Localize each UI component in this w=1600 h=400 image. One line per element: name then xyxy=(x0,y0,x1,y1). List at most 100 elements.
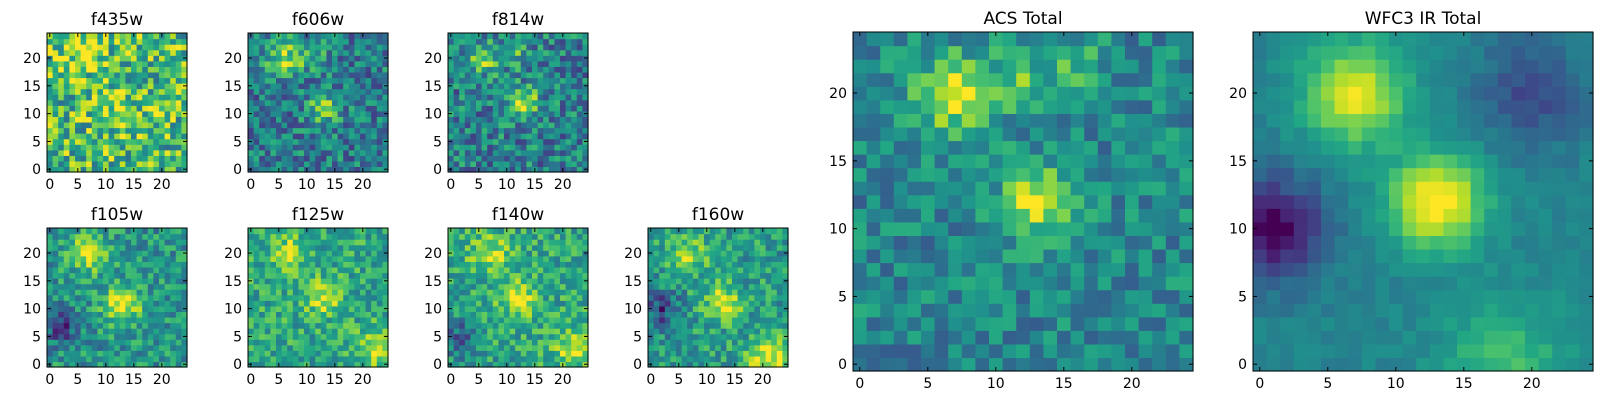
heatmap-cell xyxy=(760,328,767,335)
heatmap-cell xyxy=(259,305,266,312)
heatmap-cell xyxy=(80,255,87,262)
heatmap-cell xyxy=(709,250,716,257)
heatmap-cells-f435w xyxy=(47,33,188,173)
heatmap-cell xyxy=(253,149,260,156)
heatmap-cell xyxy=(69,344,76,351)
heatmap-cell xyxy=(560,272,567,279)
heatmap-cell xyxy=(782,289,789,296)
heatmap-cell xyxy=(1097,289,1112,304)
heatmap-cell xyxy=(114,266,121,274)
heatmap-cell xyxy=(337,350,344,357)
heatmap-cell xyxy=(692,333,699,340)
heatmap-cell xyxy=(108,350,115,357)
x-tick-label: 5 xyxy=(474,177,483,193)
heatmap-cell xyxy=(548,316,555,324)
heatmap-cell xyxy=(164,88,171,95)
heatmap-cell xyxy=(771,333,778,340)
heatmap-cell xyxy=(371,350,378,357)
heatmap-cell xyxy=(771,261,778,268)
heatmap-cell xyxy=(47,255,54,262)
heatmap-cell xyxy=(582,99,589,106)
heatmap-cell xyxy=(537,305,544,312)
heatmap-cell xyxy=(382,121,389,129)
heatmap-cell xyxy=(459,250,466,257)
heatmap-cell xyxy=(159,83,166,90)
heatmap-cell xyxy=(360,266,367,274)
heatmap-cell xyxy=(365,322,372,329)
heatmap-cell xyxy=(153,99,160,106)
heatmap-cell xyxy=(304,305,311,312)
heatmap-cell xyxy=(75,311,82,318)
heatmap-cell xyxy=(576,144,583,151)
heatmap-cell xyxy=(164,233,171,240)
heatmap-cell xyxy=(264,77,271,84)
heatmap-cell xyxy=(86,99,93,106)
heatmap-cell xyxy=(765,339,772,346)
heatmap-cell xyxy=(470,333,477,340)
heatmap-cell xyxy=(142,66,149,73)
x-tick-label: 10 xyxy=(698,372,716,388)
heatmap-cell xyxy=(108,71,115,79)
heatmap-cell xyxy=(376,289,383,296)
heatmap-cell xyxy=(153,94,160,101)
heatmap-cell xyxy=(292,328,299,335)
heatmap-cell xyxy=(470,88,477,95)
heatmap-cell xyxy=(459,255,466,262)
heatmap-cell xyxy=(1002,289,1017,304)
heatmap-cell xyxy=(470,361,477,368)
heatmap-cell xyxy=(136,239,143,246)
heatmap-cell xyxy=(320,110,327,117)
heatmap-cell xyxy=(63,60,70,67)
heatmap-cell xyxy=(58,344,65,351)
heatmap-cell xyxy=(253,133,260,140)
heatmap-cell xyxy=(748,266,755,274)
heatmap-cell xyxy=(715,305,722,312)
heatmap-cell xyxy=(866,357,881,372)
heatmap-cell xyxy=(147,339,154,346)
heatmap-cell xyxy=(287,77,294,84)
heatmap-cell xyxy=(653,361,660,368)
heatmap-cell xyxy=(648,322,655,329)
heatmap-cell xyxy=(320,121,327,129)
heatmap-cell xyxy=(520,355,527,363)
heatmap-cell xyxy=(664,239,671,246)
heatmap-cell xyxy=(80,144,87,151)
heatmap-cell xyxy=(47,88,54,95)
heatmap-cell xyxy=(52,160,59,168)
heatmap-cell xyxy=(498,328,505,335)
heatmap-cell xyxy=(136,127,143,134)
heatmap-cell xyxy=(554,322,561,329)
heatmap-cell xyxy=(264,278,271,285)
heatmap-cell xyxy=(481,355,488,363)
heatmap-cell xyxy=(498,272,505,279)
heatmap-cell xyxy=(515,38,522,45)
heatmap-cell xyxy=(481,361,488,368)
heatmap-cell xyxy=(453,305,460,312)
heatmap-cell xyxy=(97,355,104,363)
heatmap-cell xyxy=(97,144,104,151)
heatmap-cell xyxy=(360,110,367,117)
heatmap-cell xyxy=(571,305,578,312)
heatmap-cell xyxy=(498,133,505,140)
heatmap-cell xyxy=(648,350,655,357)
heatmap-cell xyxy=(175,71,182,79)
heatmap-cell xyxy=(309,88,316,95)
heatmap-cell xyxy=(526,300,533,307)
heatmap-cell xyxy=(320,66,327,73)
heatmap-cell xyxy=(365,166,372,173)
heatmap-cell xyxy=(63,144,70,151)
heatmap-cell xyxy=(492,166,499,173)
heatmap-cell xyxy=(164,121,171,129)
heatmap-cell xyxy=(921,276,936,291)
heatmap-cell xyxy=(989,208,1004,223)
heatmap-cell xyxy=(934,316,949,331)
heatmap-cell xyxy=(687,233,694,240)
heatmap-cell xyxy=(776,361,783,368)
heatmap-cell xyxy=(382,300,389,307)
heatmap-cell xyxy=(853,181,868,196)
heatmap-cell xyxy=(80,121,87,129)
heatmap-cell xyxy=(748,361,755,368)
heatmap-cell xyxy=(653,333,660,340)
heatmap-cell xyxy=(175,66,182,73)
heatmap-cell xyxy=(704,339,711,346)
